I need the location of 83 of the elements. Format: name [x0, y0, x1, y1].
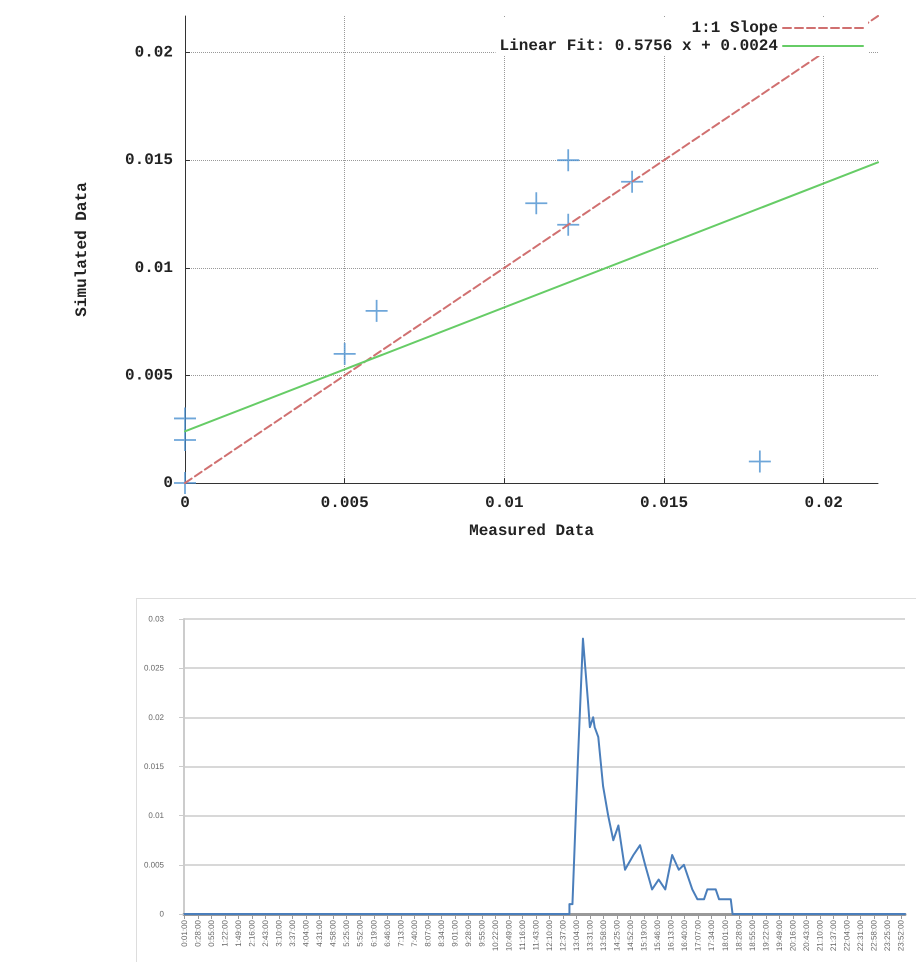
x-tick-label: 0:55:00	[207, 919, 216, 947]
x-tick-label: 9:28:00	[464, 919, 473, 947]
x-tick-label: 0:01:00	[180, 919, 189, 947]
x-tick-label: 11:16:00	[518, 919, 527, 951]
x-tick-label: 23:25:00	[882, 919, 892, 952]
x-tick-label: 2:43:00	[261, 919, 270, 947]
x-tick-label: 15:46:00	[653, 919, 662, 952]
point	[174, 472, 196, 494]
legend-label: 1:1 Slope	[692, 19, 778, 37]
x-tick-label: 18:28:00	[734, 919, 744, 952]
x-tick-label: 3:10:00	[274, 919, 284, 947]
x-tick-label: 12:37:00	[558, 919, 568, 952]
x-tick-label: 0.01	[485, 494, 524, 512]
x-axis-title: Measured Data	[469, 522, 594, 540]
x-tick-label: 12:10:00	[545, 919, 554, 952]
x-tick-label: 1:22:00	[220, 919, 230, 947]
x-tick-label: 16:13:00	[666, 919, 676, 952]
x-tick-label: 19:22:00	[761, 919, 770, 952]
x-tick-label: 4:58:00	[328, 919, 338, 947]
x-tick-label: 2:16:00	[248, 919, 257, 947]
x-tick-label: 6:19:00	[369, 919, 378, 947]
y-tick-label: 0.01	[134, 258, 173, 277]
x-tick-label: 23:52:00	[896, 919, 906, 952]
y-tick-label: 0.02	[148, 712, 165, 722]
x-tick-label: 0	[180, 494, 190, 512]
x-tick-label: 14:25:00	[612, 919, 622, 952]
x-tick-label: 3:37:00	[288, 919, 298, 947]
x-tick-label: 1:49:00	[234, 919, 244, 947]
y-tick-label: 0.025	[144, 664, 165, 673]
x-tick-label: 9:01:00	[450, 919, 460, 947]
x-tick-label: 21:10:00	[815, 919, 824, 952]
x-tick-label: 16:40:00	[680, 919, 690, 952]
x-tick-label: 15:19:00	[640, 919, 649, 952]
y-tick-label: 0	[160, 910, 165, 918]
y-tick-label: 0.015	[144, 762, 165, 771]
x-tick-label: 20:16:00	[788, 919, 798, 952]
x-tick-label: 21:37:00	[828, 919, 838, 952]
point	[366, 300, 388, 322]
x-tick-label: 0:28:00	[194, 919, 203, 947]
x-tick-label: 5:25:00	[342, 919, 352, 947]
x-tick-label: 7:13:00	[396, 919, 406, 947]
y-tick-label: 0.015	[124, 151, 173, 170]
x-tick-label: 8:07:00	[423, 919, 432, 947]
x-tick-label: 17:34:00	[707, 919, 716, 952]
y-tick-label: 0.02	[134, 44, 173, 62]
x-tick-label: 9:55:00	[477, 919, 486, 947]
x-tick-label: 10:22:00	[490, 919, 500, 952]
y-tick-label: 0.01	[148, 811, 165, 820]
x-tick-label: 0.005	[320, 494, 369, 512]
point	[334, 342, 356, 365]
y-axis-title: Simulated Data	[73, 182, 91, 317]
point	[748, 450, 771, 472]
line-series	[184, 638, 906, 915]
x-tick-label: 13:04:00	[572, 919, 582, 952]
x-tick-label: 8:34:00	[436, 919, 446, 947]
x-tick-label: 19:49:00	[774, 919, 784, 952]
x-tick-label: 18:01:00	[720, 919, 730, 952]
legend-label: Linear Fit: 0.5756 x + 0.0024	[500, 37, 778, 55]
x-tick-label: 11:43:00	[531, 919, 540, 951]
x-tick-label: 18:55:00	[748, 919, 757, 952]
x-tick-label: 22:31:00	[856, 919, 865, 952]
x-tick-label: 17:07:00	[694, 919, 703, 952]
y-tick-label: 0	[163, 474, 173, 492]
point	[174, 428, 196, 451]
x-tick-label: 5:52:00	[356, 919, 365, 947]
y-tick-label: 0.03	[148, 614, 165, 624]
x-tick-label: 6:46:00	[382, 919, 392, 947]
x-tick-label: 22:58:00	[869, 919, 878, 952]
y-tick-label: 0.005	[124, 366, 173, 384]
x-tick-label: 7:40:00	[410, 919, 419, 947]
point	[621, 170, 644, 193]
x-tick-label: 0.015	[640, 494, 688, 512]
x-tick-label: 10:49:00	[504, 919, 514, 952]
y-tick-label: 0.005	[144, 860, 165, 870]
x-tick-label: 22:04:00	[842, 919, 852, 952]
x-tick-label: 4:31:00	[315, 919, 324, 947]
x-tick-label: 4:04:00	[302, 919, 311, 947]
point	[174, 407, 196, 430]
x-tick-label: 0.02	[804, 494, 843, 512]
x-tick-label: 14:52:00	[626, 919, 636, 952]
x-tick-label: 13:31:00	[586, 919, 595, 952]
x-tick-label: 13:58:00	[599, 919, 608, 952]
x-tick-label: 20:43:00	[802, 919, 811, 952]
